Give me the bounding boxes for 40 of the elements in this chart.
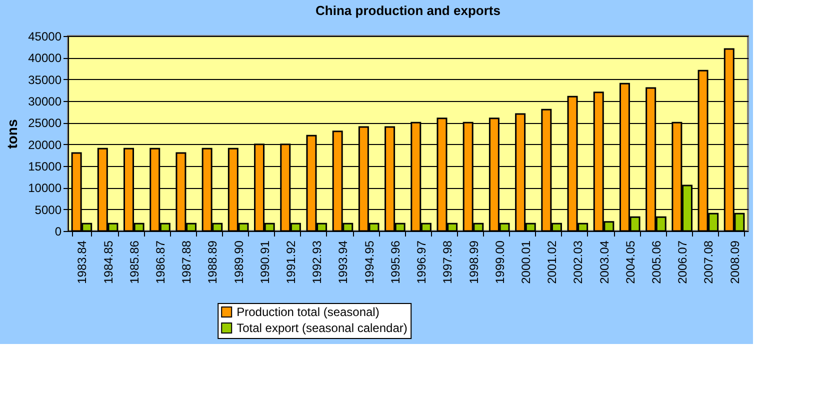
- y-tick-label: 5000: [34, 202, 62, 217]
- y-tick-label: 10000: [28, 181, 62, 196]
- x-tick-label: 1990.91: [258, 240, 272, 284]
- x-tick-label: 1983.84: [75, 240, 90, 284]
- x-tick-label: 1996.97: [414, 240, 429, 284]
- legend-label: Total export (seasonal calendar): [236, 321, 408, 335]
- chart-title: China production and exports: [316, 3, 500, 18]
- x-tick-label: 1994.95: [362, 240, 376, 284]
- x-tick-label: 2001.02: [545, 240, 560, 284]
- x-tick-label: 1988.89: [206, 240, 220, 284]
- x-tick-label: 2006.07: [676, 240, 690, 284]
- x-tick-label: 2003.04: [597, 240, 612, 284]
- y-tick-label: 20000: [28, 138, 62, 152]
- x-tick-label: 2007.08: [702, 240, 716, 284]
- y-tick-label: 40000: [28, 51, 62, 66]
- x-tick-label: 1997.98: [440, 240, 455, 284]
- x-tick-label: 1984.85: [101, 240, 116, 284]
- x-tick-label: 2005.06: [649, 240, 664, 284]
- x-tick-label: 1999.00: [492, 240, 507, 284]
- x-tick-label: 1992.93: [310, 240, 324, 284]
- x-tick-label: 1987.88: [180, 240, 194, 284]
- x-tick-label: 1995.96: [388, 240, 402, 284]
- x-tick-label: 2002.03: [571, 240, 586, 284]
- x-tick-label: 1989.90: [232, 240, 246, 284]
- x-tick-label: 1985.86: [127, 240, 142, 284]
- y-tick-label: 0: [54, 224, 62, 238]
- y-tick-label: 25000: [28, 116, 62, 130]
- y-tick-label: 30000: [28, 94, 62, 108]
- x-tick-label: 1991.92: [284, 240, 298, 284]
- legend-label: Production total (seasonal): [236, 305, 380, 319]
- y-tick-label: 45000: [28, 30, 62, 44]
- y-axis-title: tons: [4, 119, 20, 149]
- x-tick-label: 1998.99: [466, 240, 481, 284]
- y-tick-label: 15000: [28, 160, 62, 174]
- x-tick-label: 1986.87: [154, 240, 168, 284]
- y-tick-label: 35000: [28, 72, 62, 87]
- x-tick-label: 2000.01: [518, 240, 533, 284]
- x-tick-label: 2008.09: [728, 240, 742, 284]
- x-tick-label: 2004.05: [623, 240, 638, 284]
- x-tick-label: 1993.94: [336, 240, 350, 284]
